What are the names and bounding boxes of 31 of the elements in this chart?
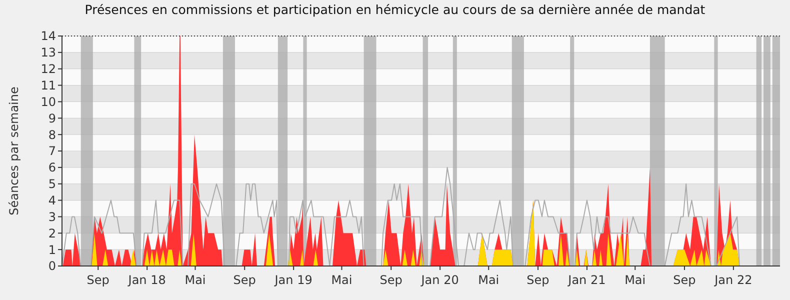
y-tick-label: 8 xyxy=(48,128,56,142)
y-tick-label: 12 xyxy=(40,62,56,76)
x-tick-label: Sep xyxy=(86,273,110,287)
x-tick-label: Jan 20 xyxy=(420,273,459,287)
y-tick-label: 9 xyxy=(48,111,56,126)
y-tick-label: 4 xyxy=(48,193,56,208)
y-tick-label: 14 xyxy=(40,29,56,44)
chart-title: Présences en commissions et participation en hémicycle au cours de sa dernière année de mandat xyxy=(84,2,706,17)
y-tick-label: 11 xyxy=(40,78,56,92)
x-tick-label: Jan 21 xyxy=(567,273,606,287)
y-tick-label: 0 xyxy=(48,259,56,274)
y-tick-label: 3 xyxy=(48,210,56,224)
y-tick-label: 6 xyxy=(48,160,56,175)
x-tick-label: Jan 18 xyxy=(127,273,166,287)
y-tick-label: 2 xyxy=(48,226,56,240)
x-tick-label: Mai xyxy=(478,273,500,287)
y-axis-title: Séances par semaine xyxy=(7,86,21,216)
x-tick-label: Sep xyxy=(380,273,402,287)
x-tick-label: Jan 19 xyxy=(274,273,312,287)
x-tick-label: Jan 22 xyxy=(714,273,752,287)
x-tick-label: Sep xyxy=(526,273,550,287)
x-tick-label: Mai xyxy=(624,273,646,287)
x-tick-label: Sep xyxy=(233,273,256,287)
x-tick-label: Mai xyxy=(331,273,352,287)
y-tick-label: 10 xyxy=(40,94,56,109)
y-tick-label: 1 xyxy=(48,242,56,257)
x-tick-label: Sep xyxy=(673,273,696,287)
y-tick-label: 7 xyxy=(48,144,56,158)
y-tick-label: 13 xyxy=(40,46,56,60)
x-tick-label: Mai xyxy=(184,273,206,287)
y-tick-label: 5 xyxy=(48,177,56,192)
